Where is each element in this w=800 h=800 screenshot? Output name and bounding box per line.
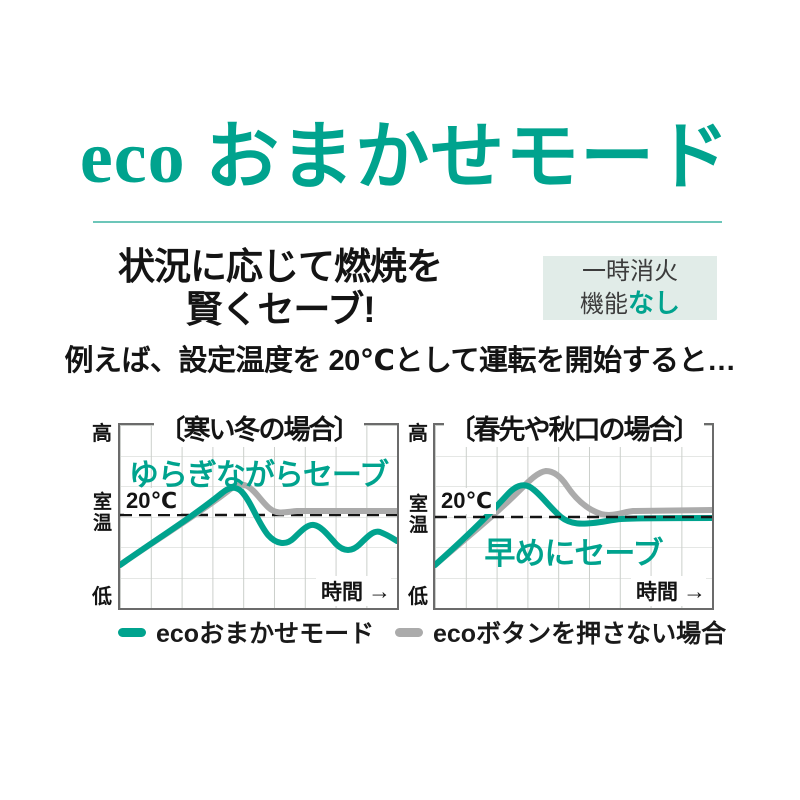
legend-eco-label: ecoおまかせモード [156, 620, 375, 648]
right-time-text: 時間 [636, 581, 678, 604]
left-chart-caption: ゆらぎながらセーブ [128, 459, 389, 492]
eco-line-swatch [118, 627, 146, 637]
left-x-axis-label: 時間 → [316, 576, 391, 606]
left-chart-title-text: 〔寒い冬の場合〕 [153, 408, 364, 447]
legend-normal-mode: ecoボタンを押さない場合 [395, 616, 726, 648]
normal-line-swatch [395, 627, 423, 637]
chart-cold-winter: 〔寒い冬の場合〕 ゆらぎながらセーブ 20℃ 時間 → [118, 408, 399, 610]
right-y-axis-roomtemp: 室温 [409, 494, 429, 536]
example-sentence: 例えば、設定温度を 20℃として運転を開始すると… [64, 345, 736, 377]
title-underline [93, 221, 722, 223]
left-y-axis-high: 高 [92, 423, 112, 445]
right-x-axis-label: 時間 → [631, 576, 706, 606]
right-setpoint-label: 20℃ [439, 488, 497, 514]
right-arrow-icon: → [368, 578, 391, 604]
legend-eco-mode: ecoおまかせモード [118, 616, 374, 648]
left-chart-title: 〔寒い冬の場合〕 [120, 408, 397, 447]
left-time-text: 時間 [321, 581, 363, 604]
badge-line1: 一時消火 [582, 257, 678, 285]
right-chart-title-text: 〔春先や秋口の場合〕 [443, 408, 704, 447]
left-y-axis-low: 低 [92, 586, 112, 608]
eco-mode-line [120, 484, 397, 568]
badge-highlight: なし [627, 287, 680, 318]
badge-line2: 機能なし [543, 287, 717, 320]
right-arrow-icon: → [683, 578, 706, 604]
no-pause-function-badge: 一時消火 機能なし [543, 256, 717, 320]
chart-spring-autumn: 〔春先や秋口の場合〕 早めにセーブ 20℃ 時間 → [433, 408, 714, 610]
right-chart-caption: 早めにセーブ [484, 536, 663, 571]
spring-autumn-lines [435, 468, 712, 568]
main-heading: 状況に応じて燃焼を 賢くセーブ! [110, 246, 450, 332]
right-y-axis-low: 低 [408, 586, 428, 608]
main-heading-line2: 賢くセーブ! [185, 288, 375, 330]
badge-line2-prefix: 機能 [579, 290, 628, 318]
right-y-axis-high: 高 [408, 423, 428, 445]
left-y-axis-roomtemp: 室温 [93, 492, 113, 534]
normal-mode-line [435, 468, 712, 568]
main-heading-line1: 状況に応じて燃焼を [118, 246, 443, 287]
right-chart-title: 〔春先や秋口の場合〕 [435, 408, 712, 447]
legend-normal-label: ecoボタンを押さない場合 [433, 620, 727, 648]
left-setpoint-label: 20℃ [124, 488, 182, 514]
page-title: eco おまかせモード [79, 117, 731, 199]
cold-winter-lines [120, 481, 397, 568]
